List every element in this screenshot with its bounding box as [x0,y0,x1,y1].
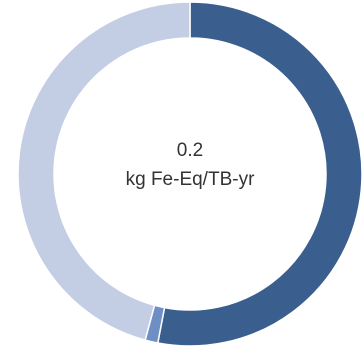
center-unit-label: kg Fe-Eq/TB-yr [126,169,255,190]
donut-slice-1 [156,1,362,347]
center-value-label: 0.2 [177,140,203,161]
donut-slice-3 [17,1,191,341]
donut-slices [17,1,362,347]
